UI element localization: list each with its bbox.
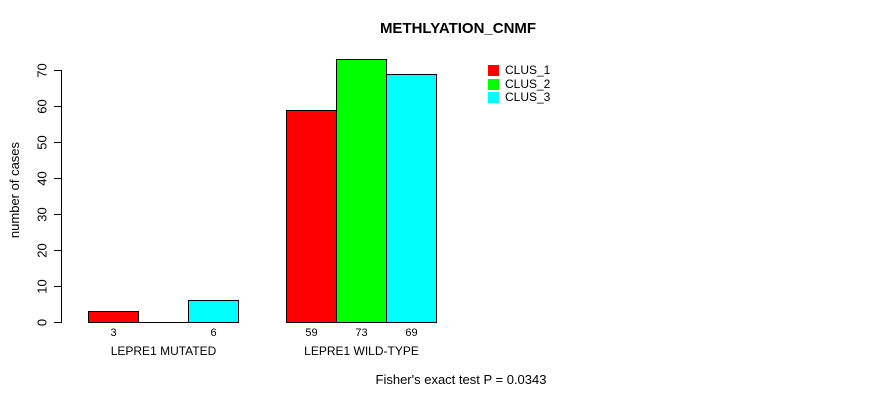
y-tick-label: 40 [34,171,50,186]
y-tick-mark [54,178,61,179]
y-axis-label: number of cases [7,141,22,239]
bar-value-label: 3 [110,327,117,339]
legend-swatch-clus_2 [488,78,499,90]
chart-title: METHLYATION_CNMF [379,20,537,37]
legend-label: CLUS_2 [505,76,551,91]
y-tick-mark [54,322,61,323]
annotation-fisher-test: Fisher's exact test P = 0.0343 [375,372,547,387]
y-tick-label: 10 [34,279,50,294]
bar-clus_2 [336,59,387,323]
group-label: LEPRE1 MUTATED [110,344,217,358]
bar-value-label: 73 [355,327,368,339]
legend-label: CLUS_3 [505,90,551,104]
legend-swatch-clus_3 [488,92,499,103]
bar-clus_3 [386,74,437,323]
y-axis-line [61,70,62,323]
y-tick-label: 60 [34,99,50,114]
legend-swatch-clus_1 [488,65,499,76]
bar-zero-clus_2 [138,322,189,323]
group-label: LEPRE1 WILD-TYPE [304,344,419,358]
y-tick-mark [54,250,61,251]
legend-label: CLUS_1 [505,63,551,77]
y-tick-label: 30 [34,207,50,222]
bar-clus_3 [188,300,239,323]
legend-item-clus_2: CLUS_2 [488,76,551,91]
bar-clus_1 [286,110,337,323]
y-tick-mark [54,70,61,71]
y-tick-mark [54,214,61,215]
bar-value-label: 59 [305,327,318,339]
y-tick-label: 50 [34,135,50,150]
y-tick-mark [54,142,61,143]
y-tick-mark [54,106,61,107]
y-tick-label: 0 [34,318,50,327]
y-tick-label: 20 [34,243,50,258]
legend-item-clus_1: CLUS_1 [488,64,550,77]
y-tick-label: 70 [34,63,50,78]
bar-clus_1 [88,311,139,323]
bar-value-label: 6 [210,327,217,339]
bar-value-label: 69 [405,327,418,339]
y-tick-mark [54,286,61,287]
legend-item-clus_3: CLUS_3 [488,91,550,104]
